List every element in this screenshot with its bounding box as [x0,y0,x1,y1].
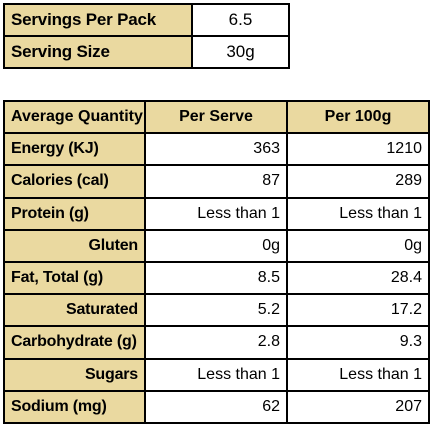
per-100g-value: 1210 [286,132,430,167]
per-100g-value: Less than 1 [286,196,430,231]
per-100g-value: 289 [286,164,430,199]
table-row-fat-total: Fat, Total (g) 8.5 28.4 [3,260,430,296]
per-serve-value: 62 [144,389,288,424]
table-row-calories: Calories (cal) 87 289 [3,164,430,199]
row-label: Sodium (mg) [3,389,146,424]
header-per-100g: Per 100g [286,99,430,135]
serving-summary-table: Servings Per Pack 6.5 Serving Size 30g [3,3,290,69]
table-row-carbohydrate: Carbohydrate (g) 2.8 9.3 [3,325,430,360]
row-label: Fat, Total (g) [3,260,146,296]
per-serve-value: 2.8 [144,325,288,360]
per-serve-value: 0g [144,228,288,263]
table-row-gluten: Gluten 0g 0g [3,228,430,263]
servings-per-pack-label: Servings Per Pack [3,3,193,37]
row-label: Calories (cal) [3,164,146,199]
table-row-protein: Protein (g) Less than 1 Less than 1 [3,196,430,231]
nutrition-header-row: Average Quantity Per Serve Per 100g [3,99,430,135]
row-label: Gluten [3,228,146,263]
serving-size-row: Serving Size 30g [3,35,290,69]
row-label: Sugars [3,357,146,392]
header-average-quantity: Average Quantity [3,99,146,135]
per-serve-value: 87 [144,164,288,199]
servings-per-pack-value: 6.5 [191,3,290,37]
per-serve-value: Less than 1 [144,196,288,231]
per-100g-value: 28.4 [286,260,430,296]
per-serve-value: 5.2 [144,293,288,328]
per-serve-value: 8.5 [144,260,288,296]
header-per-serve: Per Serve [144,99,288,135]
table-row-sugars: Sugars Less than 1 Less than 1 [3,357,430,392]
row-label: Protein (g) [3,196,146,231]
per-100g-value: 17.2 [286,293,430,328]
row-label: Carbohydrate (g) [3,325,146,360]
row-label: Energy (KJ) [3,132,146,167]
serving-size-value: 30g [191,35,290,69]
servings-per-pack-row: Servings Per Pack 6.5 [3,3,290,37]
serving-size-label: Serving Size [3,35,193,69]
row-label: Saturated [3,293,146,328]
table-row-saturated: Saturated 5.2 17.2 [3,293,430,328]
per-serve-value: 363 [144,132,288,167]
per-100g-value: 207 [286,389,430,424]
table-row-energy: Energy (KJ) 363 1210 [3,132,430,167]
per-100g-value: 0g [286,228,430,263]
per-100g-value: 9.3 [286,325,430,360]
per-100g-value: Less than 1 [286,357,430,392]
nutrition-table: Average Quantity Per Serve Per 100g Ener… [3,99,430,424]
table-row-sodium: Sodium (mg) 62 207 [3,389,430,424]
per-serve-value: Less than 1 [144,357,288,392]
